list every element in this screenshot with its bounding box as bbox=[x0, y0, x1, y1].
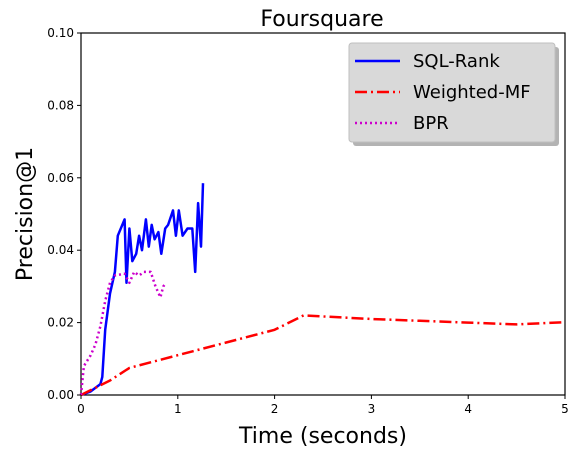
y-tick-label: 0.08 bbox=[47, 98, 74, 112]
y-axis: 0.00 0.02 0.04 0.06 0.08 0.10 bbox=[47, 26, 81, 402]
x-tick-label: 0 bbox=[77, 402, 85, 416]
y-axis-label: Precision@1 bbox=[13, 147, 38, 281]
x-tick-label: 5 bbox=[561, 402, 569, 416]
x-tick-label: 1 bbox=[174, 402, 182, 416]
x-tick-label: 3 bbox=[368, 402, 376, 416]
legend-label: Weighted-MF bbox=[413, 82, 531, 103]
y-tick-label: 0.06 bbox=[47, 171, 74, 185]
series-layer bbox=[79, 183, 566, 397]
y-tick-label: 0.00 bbox=[47, 388, 74, 402]
x-axis-label: Time (seconds) bbox=[238, 424, 407, 449]
series-line-bpr bbox=[79, 270, 168, 396]
y-tick-label: 0.02 bbox=[47, 316, 74, 330]
x-axis: 0 1 2 3 4 5 bbox=[77, 395, 569, 416]
series-line-weighted-mf bbox=[80, 314, 566, 397]
y-tick-label: 0.10 bbox=[47, 26, 74, 40]
x-tick-label: 2 bbox=[271, 402, 279, 416]
legend-box bbox=[348, 42, 556, 143]
series-line-sql-rank bbox=[80, 183, 205, 397]
plot-frame bbox=[80, 32, 566, 396]
legend: SQL-Rank Weighted-MF BPR bbox=[348, 42, 559, 146]
x-tick-label: 4 bbox=[464, 402, 472, 416]
legend-items: SQL-Rank Weighted-MF BPR bbox=[355, 51, 531, 134]
legend-label: SQL-Rank bbox=[413, 51, 500, 72]
plot-area bbox=[79, 32, 566, 397]
y-tick-label: 0.04 bbox=[47, 243, 74, 257]
chart-title: Foursquare bbox=[260, 7, 383, 32]
legend-label: BPR bbox=[413, 113, 449, 134]
